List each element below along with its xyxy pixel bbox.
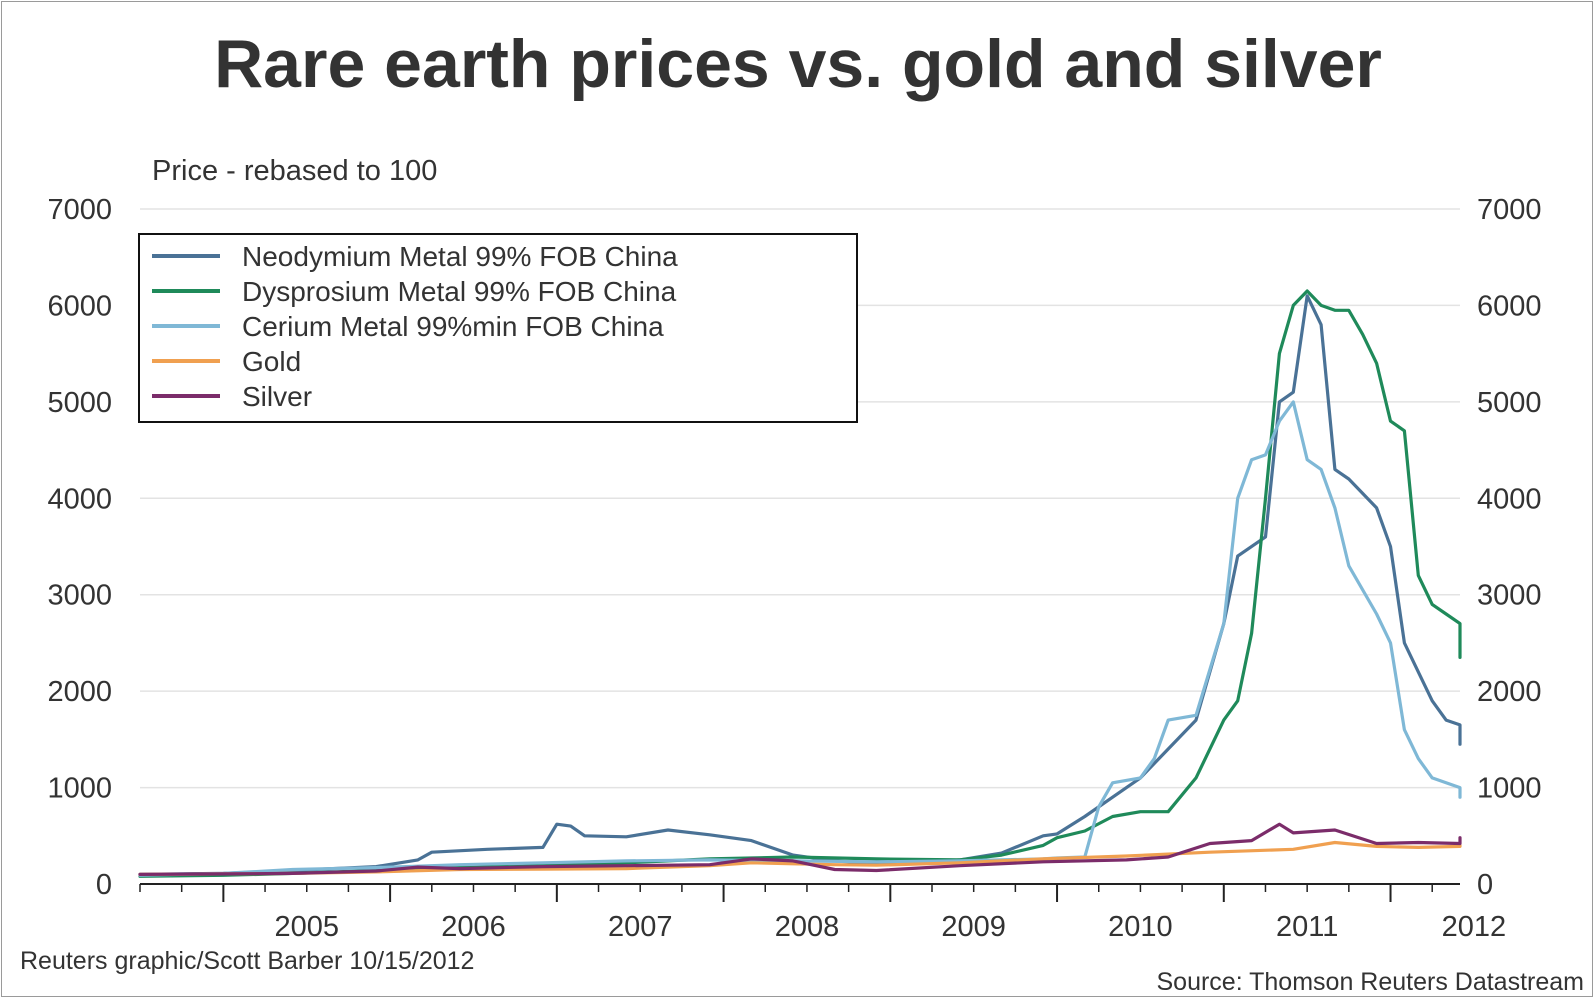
series-lines [138, 289, 1462, 878]
y-tick-label-left: 1000 [47, 773, 112, 805]
y-tick-label-right: 4000 [1477, 483, 1542, 515]
y-axis-label: Price - rebased to 100 [152, 155, 437, 187]
x-tick-label: 2010 [1108, 911, 1173, 943]
credit-text: Reuters graphic/Scott Barber 10/15/2012 [20, 947, 474, 975]
x-tick-label: 2006 [441, 911, 506, 943]
x-axis: 2005 2006 2007 2008 2009 2010 2011 2012 [139, 883, 1507, 943]
series-line [138, 840, 1462, 877]
x-tick-label: 2009 [941, 911, 1006, 943]
source-text: Source: Thomson Reuters Datastream [1156, 968, 1584, 996]
y-tick-label-left: 5000 [47, 387, 112, 419]
legend-label: Silver [242, 381, 312, 412]
y-tick-label-left: 7000 [47, 194, 112, 226]
y-tick-label-right: 0 [1477, 869, 1493, 901]
x-tick-label: 2008 [775, 911, 840, 943]
y-tick-label-left: 0 [96, 869, 112, 901]
series-line [138, 400, 1462, 877]
y-tick-label-left: 2000 [47, 676, 112, 708]
y-tick-label-left: 4000 [47, 483, 112, 515]
y-axis-left: 0 1000 2000 3000 4000 5000 6000 7000 [47, 194, 112, 901]
y-tick-label-right: 7000 [1477, 194, 1542, 226]
x-tick-label: 2007 [608, 911, 673, 943]
series-line [138, 294, 1462, 877]
y-tick-label-right: 2000 [1477, 676, 1542, 708]
y-tick-label-left: 3000 [47, 580, 112, 612]
legend-label: Neodymium Metal 99% FOB China [242, 241, 678, 272]
y-axis-right: 0 1000 2000 3000 4000 5000 6000 7000 [1477, 194, 1542, 901]
series-line [138, 822, 1462, 877]
y-tick-label-right: 5000 [1477, 387, 1542, 419]
legend-label: Cerium Metal 99%min FOB China [242, 311, 664, 342]
y-tick-label-right: 6000 [1477, 290, 1542, 322]
x-tick-label: 2011 [1276, 911, 1338, 943]
y-tick-label-right: 3000 [1477, 580, 1542, 612]
y-tick-label-right: 1000 [1477, 773, 1542, 805]
legend-label: Dysprosium Metal 99% FOB China [242, 276, 677, 307]
legend: Neodymium Metal 99% FOB China Dysprosium … [138, 233, 858, 423]
y-tick-label-left: 6000 [47, 290, 112, 322]
legend-box [138, 233, 858, 423]
x-tick-label: 2012 [1442, 911, 1507, 943]
chart-title: Rare earth prices vs. gold and silver [214, 26, 1382, 102]
x-tick-label: 2005 [274, 911, 339, 943]
legend-label: Gold [242, 346, 301, 377]
